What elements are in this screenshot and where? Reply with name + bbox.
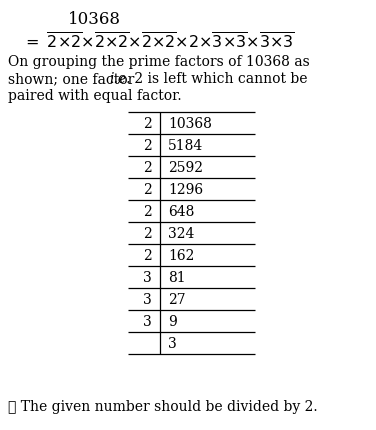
- Text: 3: 3: [143, 314, 152, 328]
- Text: 2: 2: [143, 139, 152, 153]
- Text: 2 is left which cannot be: 2 is left which cannot be: [130, 72, 308, 86]
- Text: 324: 324: [168, 227, 194, 240]
- Text: 2: 2: [143, 161, 152, 175]
- Text: 3: 3: [168, 336, 177, 350]
- Text: paired with equal factor.: paired with equal factor.: [8, 89, 182, 103]
- Text: 162: 162: [168, 249, 194, 262]
- Text: $=\ \overline{2{\times}2}{\times}\overline{2{\times}2}{\times}\overline{2{\times: $=\ \overline{2{\times}2}{\times}\overli…: [22, 32, 295, 52]
- Text: 10368: 10368: [168, 117, 212, 131]
- Text: shown; one factor: shown; one factor: [8, 72, 139, 86]
- Text: 9: 9: [168, 314, 177, 328]
- Text: 27: 27: [168, 292, 186, 306]
- Text: 2: 2: [143, 205, 152, 218]
- Text: 3: 3: [143, 270, 152, 284]
- Text: 2592: 2592: [168, 161, 203, 175]
- Text: On grouping the prime factors of 10368 as: On grouping the prime factors of 10368 a…: [8, 55, 310, 69]
- Text: 1296: 1296: [168, 183, 203, 197]
- Text: ∴ The given number should be divided by 2.: ∴ The given number should be divided by …: [8, 399, 318, 413]
- Text: 3: 3: [143, 292, 152, 306]
- Text: 10368: 10368: [68, 11, 121, 28]
- Text: 2: 2: [143, 117, 152, 131]
- Text: 648: 648: [168, 205, 194, 218]
- Text: i.e.: i.e.: [109, 72, 130, 86]
- Text: 5184: 5184: [168, 139, 203, 153]
- Text: 81: 81: [168, 270, 186, 284]
- Text: 2: 2: [143, 249, 152, 262]
- Text: 2: 2: [143, 183, 152, 197]
- Text: 2: 2: [143, 227, 152, 240]
